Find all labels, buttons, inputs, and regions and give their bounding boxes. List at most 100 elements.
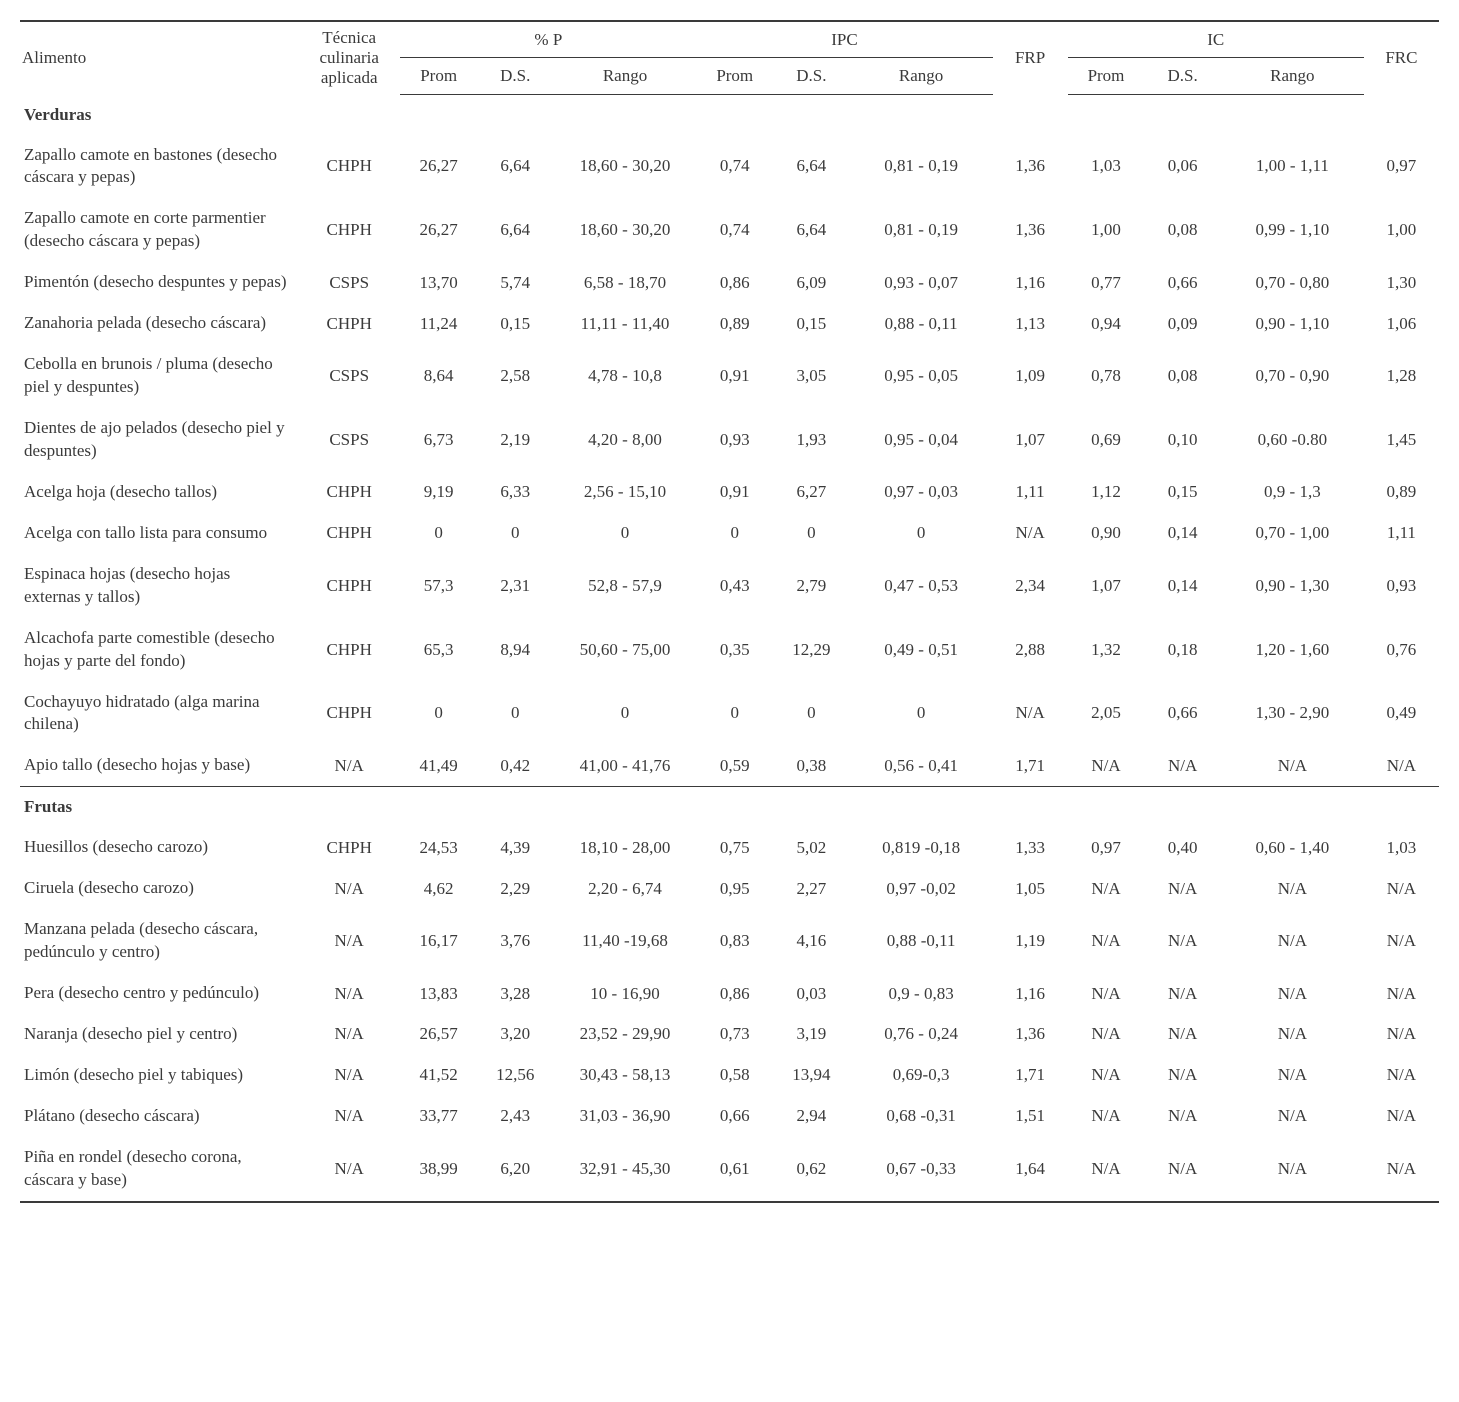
cell-pds: 12,56	[477, 1055, 554, 1096]
cell-frp: 2,34	[993, 554, 1068, 618]
cell-pds: 2,29	[477, 868, 554, 909]
header-c-prom: Prom	[1068, 58, 1145, 94]
cell-ids: 0,15	[773, 303, 850, 344]
cell-irango: 0,97 - 0,03	[850, 472, 993, 513]
cell-irango: 0,69-0,3	[850, 1055, 993, 1096]
cell-iprom: 0,43	[696, 554, 773, 618]
cell-frc: 1,00	[1364, 198, 1439, 262]
cell-pprom: 0	[400, 682, 477, 746]
cell-tecnica: CHPH	[298, 472, 400, 513]
cell-pprom: 8,64	[400, 344, 477, 408]
cell-prango: 18,10 - 28,00	[554, 827, 697, 868]
cell-prango: 30,43 - 58,13	[554, 1055, 697, 1096]
cell-ids: 2,27	[773, 868, 850, 909]
cell-frc: 1,45	[1364, 408, 1439, 472]
cell-crango: 0,70 - 0,90	[1221, 344, 1364, 408]
cell-irango: 0,47 - 0,53	[850, 554, 993, 618]
cell-iprom: 0,58	[696, 1055, 773, 1096]
cell-pprom: 33,77	[400, 1096, 477, 1137]
cell-alimento: Huesillos (desecho carozo)	[20, 827, 298, 868]
food-data-table: Alimento Técnica culinaria aplicada % P …	[20, 20, 1439, 1203]
cell-pds: 2,31	[477, 554, 554, 618]
cell-alimento: Manzana pelada (desecho cáscara, pedúncu…	[20, 909, 298, 973]
cell-cprom: 1,12	[1068, 472, 1145, 513]
table-body: VerdurasZapallo camote en bastones (dese…	[20, 94, 1439, 1202]
cell-crango: 0,90 - 1,30	[1221, 554, 1364, 618]
cell-prango: 23,52 - 29,90	[554, 1014, 697, 1055]
cell-frc: N/A	[1364, 1055, 1439, 1096]
table-row: Pimentón (desecho despuntes y pepas)CSPS…	[20, 262, 1439, 303]
cell-alimento: Acelga hoja (desecho tallos)	[20, 472, 298, 513]
cell-pds: 2,19	[477, 408, 554, 472]
cell-alimento: Alcachofa parte comestible (desecho hoja…	[20, 618, 298, 682]
cell-ids: 13,94	[773, 1055, 850, 1096]
cell-alimento: Plátano (desecho cáscara)	[20, 1096, 298, 1137]
cell-cprom: N/A	[1068, 1096, 1145, 1137]
header-pctp: % P	[400, 21, 696, 58]
cell-iprom: 0,66	[696, 1096, 773, 1137]
cell-frc: N/A	[1364, 1137, 1439, 1202]
cell-cds: 0,08	[1144, 344, 1221, 408]
cell-frp: 1,71	[993, 745, 1068, 786]
table-row: Plátano (desecho cáscara)N/A33,772,4331,…	[20, 1096, 1439, 1137]
cell-alimento: Cebolla en brunois / pluma (desecho piel…	[20, 344, 298, 408]
cell-tecnica: CHPH	[298, 554, 400, 618]
cell-cprom: 1,03	[1068, 135, 1145, 199]
cell-iprom: 0,83	[696, 909, 773, 973]
cell-alimento: Espinaca hojas (desecho hojas externas y…	[20, 554, 298, 618]
cell-tecnica: CSPS	[298, 344, 400, 408]
cell-frp: 1,19	[993, 909, 1068, 973]
cell-ids: 0	[773, 682, 850, 746]
cell-pprom: 9,19	[400, 472, 477, 513]
cell-iprom: 0,93	[696, 408, 773, 472]
cell-pprom: 0	[400, 513, 477, 554]
cell-iprom: 0	[696, 682, 773, 746]
cell-alimento: Dientes de ajo pelados (desecho piel y d…	[20, 408, 298, 472]
cell-pds: 4,39	[477, 827, 554, 868]
cell-irango: 0,49 - 0,51	[850, 618, 993, 682]
cell-cds: 0,08	[1144, 198, 1221, 262]
cell-cds: 0,06	[1144, 135, 1221, 199]
cell-frp: 1,16	[993, 973, 1068, 1014]
cell-frp: 1,13	[993, 303, 1068, 344]
cell-irango: 0,93 - 0,07	[850, 262, 993, 303]
cell-pprom: 24,53	[400, 827, 477, 868]
cell-frp: 1,51	[993, 1096, 1068, 1137]
cell-crango: N/A	[1221, 1014, 1364, 1055]
cell-pprom: 38,99	[400, 1137, 477, 1202]
cell-cprom: 1,32	[1068, 618, 1145, 682]
cell-tecnica: N/A	[298, 745, 400, 786]
header-p-prom: Prom	[400, 58, 477, 94]
header-frp: FRP	[993, 21, 1068, 94]
cell-cds: 0,14	[1144, 513, 1221, 554]
cell-cds: 0,18	[1144, 618, 1221, 682]
cell-frp: 1,11	[993, 472, 1068, 513]
cell-pprom: 11,24	[400, 303, 477, 344]
section-label: Frutas	[20, 787, 1439, 828]
cell-frp: 1,36	[993, 198, 1068, 262]
cell-ids: 6,64	[773, 198, 850, 262]
cell-pds: 6,64	[477, 135, 554, 199]
cell-frc: N/A	[1364, 973, 1439, 1014]
cell-frp: 1,36	[993, 1014, 1068, 1055]
cell-cds: 0,14	[1144, 554, 1221, 618]
cell-prango: 52,8 - 57,9	[554, 554, 697, 618]
cell-alimento: Zanahoria pelada (desecho cáscara)	[20, 303, 298, 344]
cell-pds: 0	[477, 513, 554, 554]
cell-irango: 0,9 - 0,83	[850, 973, 993, 1014]
cell-cds: N/A	[1144, 973, 1221, 1014]
header-c-rango: Rango	[1221, 58, 1364, 94]
cell-iprom: 0,74	[696, 198, 773, 262]
cell-pprom: 41,49	[400, 745, 477, 786]
cell-crango: 0,90 - 1,10	[1221, 303, 1364, 344]
table-row: Cebolla en brunois / pluma (desecho piel…	[20, 344, 1439, 408]
cell-crango: N/A	[1221, 868, 1364, 909]
cell-tecnica: CHPH	[298, 513, 400, 554]
cell-tecnica: CHPH	[298, 198, 400, 262]
cell-crango: 0,60 - 1,40	[1221, 827, 1364, 868]
table-row: Dientes de ajo pelados (desecho piel y d…	[20, 408, 1439, 472]
cell-frc: 1,03	[1364, 827, 1439, 868]
cell-pprom: 6,73	[400, 408, 477, 472]
cell-cprom: 1,00	[1068, 198, 1145, 262]
cell-pds: 2,43	[477, 1096, 554, 1137]
